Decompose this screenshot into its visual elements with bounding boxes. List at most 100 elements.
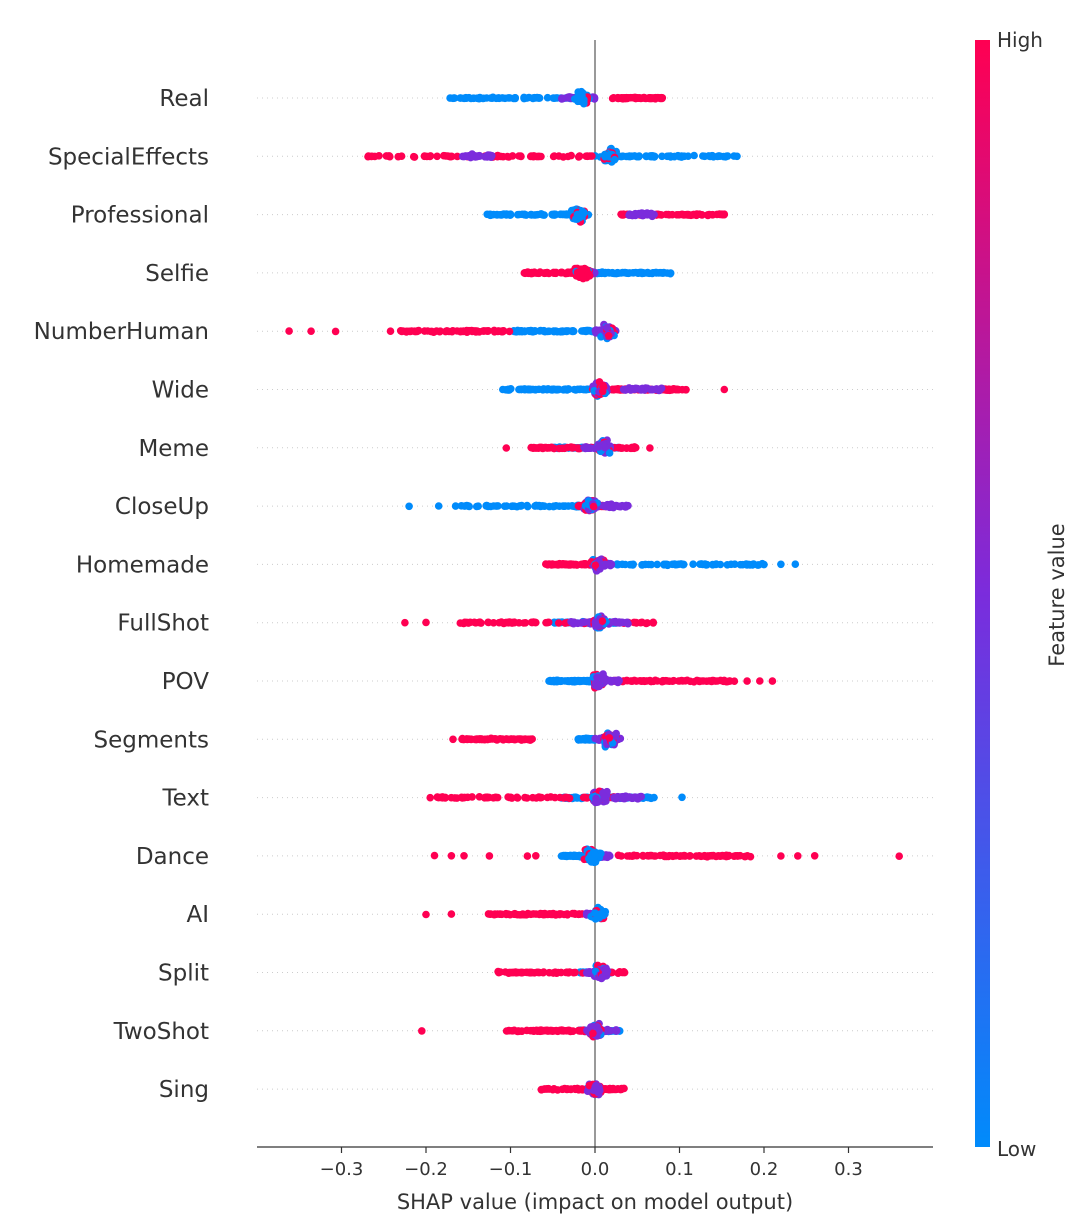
shap-point (658, 152, 666, 161)
feature-label-sing: Sing (159, 1077, 209, 1103)
shap-point (550, 327, 558, 336)
shap-point (618, 794, 626, 802)
feature-row-professional (483, 205, 729, 226)
shap-point (553, 969, 561, 977)
shap-point (573, 95, 581, 103)
shap-point (531, 386, 540, 394)
shap-point (644, 793, 652, 802)
shap-point (598, 387, 607, 396)
feature-label-wide: Wide (152, 378, 209, 404)
shap-point (535, 94, 543, 102)
shap-point (536, 326, 545, 335)
x-tick-label: −0.1 (489, 1159, 533, 1180)
shap-point (626, 852, 634, 860)
shap-point (558, 560, 567, 568)
feature-label-specialeffects: SpecialEffects (48, 144, 209, 170)
shap-point (486, 152, 495, 161)
shap-point (623, 618, 631, 627)
shap-point (663, 677, 671, 685)
feature-row-numberhuman (285, 320, 620, 343)
shap-point (524, 909, 532, 918)
shap-point (589, 1029, 597, 1038)
shap-point (603, 323, 611, 332)
shap-point (530, 269, 538, 277)
shap-point (285, 327, 293, 335)
shap-point (575, 910, 584, 918)
shap-point (515, 210, 523, 219)
shap-point (723, 561, 732, 569)
shap-point (592, 794, 600, 803)
shap-point (494, 94, 503, 102)
shap-point (551, 94, 560, 102)
shap-point (460, 793, 469, 802)
feature-row-split (494, 961, 629, 983)
shap-point (515, 619, 523, 627)
shap-point (578, 208, 586, 217)
shap-point (485, 852, 494, 860)
shap-point (552, 269, 560, 278)
shap-point (526, 969, 534, 977)
shap-point (581, 326, 590, 335)
shap-point (649, 269, 657, 277)
shap-point (646, 444, 654, 452)
shap-point (636, 385, 645, 393)
shap-point (557, 268, 566, 277)
feature-row-real (446, 87, 667, 108)
colorbar-gradient (975, 40, 990, 1147)
data-points (285, 87, 903, 1099)
shap-point (508, 152, 517, 160)
x-tick-label: 0.1 (665, 1159, 694, 1180)
shap-point (666, 269, 675, 278)
shap-point (702, 560, 710, 569)
feature-label-text: Text (161, 786, 209, 812)
shap-point (558, 444, 566, 453)
feature-label-pov: POV (162, 669, 210, 695)
shap-point (551, 385, 559, 394)
shap-point (565, 1026, 574, 1035)
shap-point (567, 1085, 575, 1094)
shap-point (649, 618, 657, 627)
shap-point (486, 211, 495, 220)
shap-point (521, 385, 529, 394)
shap-point (594, 443, 603, 451)
shap-point (690, 151, 698, 160)
shap-point (530, 1027, 539, 1035)
shap-point (730, 677, 739, 685)
feature-label-real: Real (159, 86, 209, 112)
feature-label-meme: Meme (138, 436, 209, 462)
shap-point (426, 793, 435, 802)
shap-point (575, 1027, 584, 1035)
feature-label-twoshot: TwoShot (113, 1019, 209, 1045)
shap-point (590, 858, 598, 867)
x-tick-label: 0.2 (750, 1159, 779, 1180)
shap-point (608, 94, 617, 103)
shap-point (719, 677, 728, 686)
shap-point (567, 618, 575, 626)
shap-point (639, 852, 647, 860)
shap-point (469, 94, 478, 103)
shap-point (493, 910, 502, 918)
shap-point (612, 1027, 621, 1035)
shap-point (450, 94, 458, 102)
feature-row-specialeffects (364, 144, 741, 166)
shap-point (895, 852, 903, 860)
colorbar-low-label: Low (997, 1137, 1036, 1161)
shap-point (703, 853, 711, 861)
x-tick-label: 0.3 (834, 1159, 863, 1180)
shap-point (575, 152, 584, 160)
shap-point (628, 444, 636, 453)
feature-row-selfie (520, 264, 675, 283)
feature-row-closeup (405, 496, 632, 515)
shap-point (438, 794, 447, 802)
shap-point (430, 851, 439, 860)
shap-point (397, 152, 406, 160)
shap-point (561, 210, 570, 219)
shap-point (638, 561, 646, 569)
shap-point (659, 851, 668, 859)
shap-point (401, 618, 409, 627)
shap-point (591, 851, 599, 860)
feature-row-wide (499, 378, 729, 400)
shap-point (470, 618, 479, 627)
feature-label-closeup: CloseUp (115, 494, 209, 520)
shap-point (493, 736, 501, 744)
